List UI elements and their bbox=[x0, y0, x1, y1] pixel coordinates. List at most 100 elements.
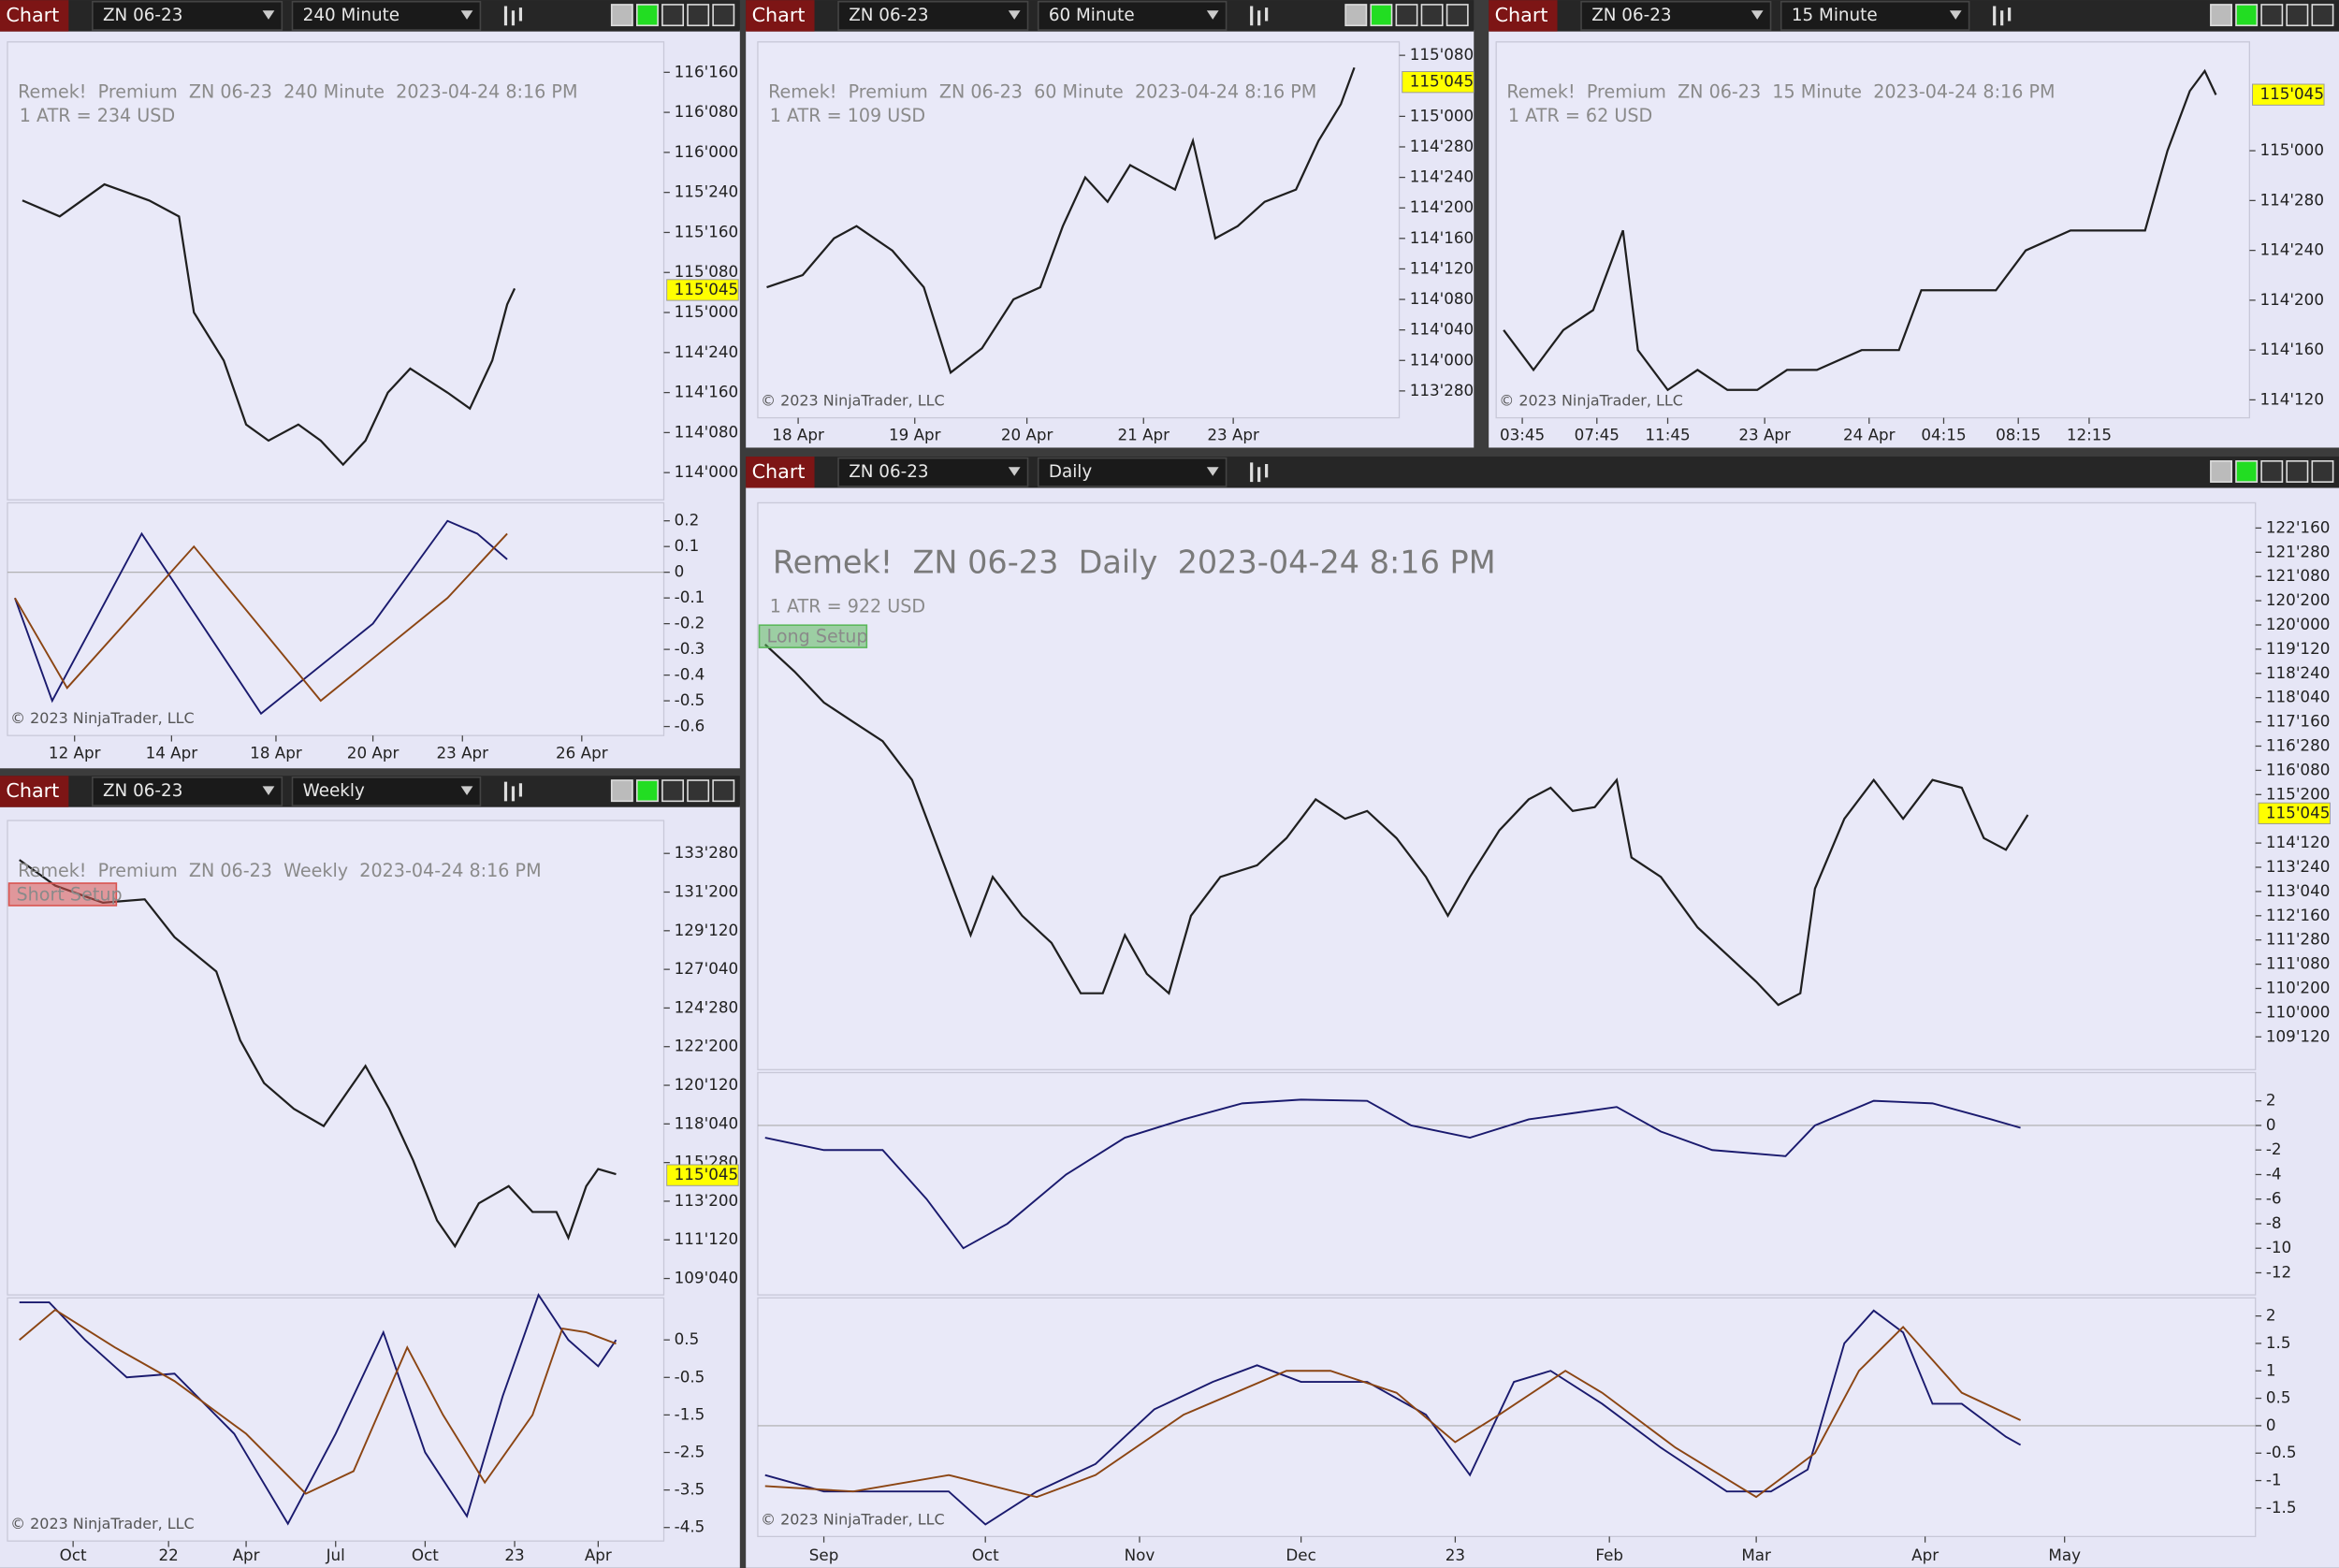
window-button[interactable] bbox=[610, 779, 633, 803]
y-tick-label: 122'200 bbox=[675, 1037, 738, 1055]
window-button[interactable] bbox=[2286, 460, 2309, 483]
window-button[interactable] bbox=[661, 4, 685, 27]
y-tick-label: 114'000 bbox=[675, 462, 738, 481]
window-button[interactable] bbox=[2286, 4, 2309, 27]
instrument-select[interactable] bbox=[92, 0, 283, 31]
interval-text[interactable]: 15 Minute bbox=[1792, 6, 1878, 25]
chart-tab[interactable] bbox=[746, 457, 815, 488]
instrument-select[interactable] bbox=[837, 0, 1029, 31]
x-tick-label: Oct bbox=[60, 1546, 87, 1564]
window-button[interactable] bbox=[687, 779, 710, 803]
atr-text: 1 ATR = 109 USD bbox=[770, 105, 925, 126]
chart-tab-label[interactable]: Chart bbox=[752, 4, 806, 26]
y-tick-label: -1.5 bbox=[675, 1404, 705, 1423]
window-button[interactable] bbox=[2210, 4, 2233, 27]
window-button[interactable] bbox=[2260, 4, 2284, 27]
window-button[interactable] bbox=[712, 779, 735, 803]
last-price-label: 115'045 bbox=[1410, 72, 1474, 91]
window-button[interactable] bbox=[636, 779, 659, 803]
interval-select[interactable] bbox=[1780, 0, 1970, 31]
setup-text: Long Setup bbox=[767, 625, 868, 646]
y-tick-label: 113'200 bbox=[675, 1191, 738, 1210]
window-button[interactable] bbox=[636, 4, 659, 27]
y-tick-label: 114'240 bbox=[2259, 240, 2323, 259]
y-tick-label: 118'240 bbox=[2266, 663, 2330, 682]
y-tick-label: 112'160 bbox=[2266, 906, 2330, 924]
instrument-text[interactable]: ZN 06-23 bbox=[103, 6, 182, 25]
instrument-text[interactable]: ZN 06-23 bbox=[1591, 6, 1671, 25]
indicator-line bbox=[764, 1098, 2021, 1250]
instrument-select[interactable] bbox=[1580, 0, 1772, 31]
chart-tab-label[interactable]: Chart bbox=[752, 460, 806, 483]
window-button[interactable] bbox=[2235, 460, 2259, 483]
window-button[interactable] bbox=[610, 4, 633, 27]
window-button[interactable] bbox=[2235, 4, 2259, 27]
instrument-select[interactable] bbox=[837, 457, 1029, 487]
indicator-line bbox=[19, 1292, 617, 1526]
price-line bbox=[766, 66, 1356, 375]
y-tick-label: 114'080 bbox=[675, 422, 738, 441]
chart-tab[interactable] bbox=[1489, 0, 1558, 32]
window-button[interactable] bbox=[712, 4, 735, 27]
bars-icon[interactable] bbox=[503, 781, 523, 802]
indicator-line bbox=[764, 1325, 2022, 1499]
interval-select[interactable] bbox=[1037, 457, 1228, 487]
window-button[interactable] bbox=[1446, 4, 1469, 27]
bars-icon[interactable] bbox=[1993, 6, 2012, 26]
instrument-select[interactable] bbox=[92, 777, 283, 806]
interval-select[interactable] bbox=[291, 0, 482, 31]
interval-select[interactable] bbox=[291, 777, 482, 806]
interval-text[interactable]: 60 Minute bbox=[1049, 6, 1135, 25]
price-line bbox=[1503, 68, 2217, 392]
y-tick-label: -1 bbox=[2266, 1471, 2282, 1489]
indicator-line bbox=[14, 519, 508, 716]
window-button[interactable] bbox=[2311, 4, 2334, 27]
y-tick-label: 114'160 bbox=[2259, 340, 2323, 358]
plot-area bbox=[7, 501, 665, 736]
chart-tab-label[interactable]: Chart bbox=[6, 779, 59, 802]
y-tick-label: -4.5 bbox=[675, 1517, 705, 1536]
x-tick-label: Oct bbox=[412, 1546, 439, 1564]
y-tick-label: -0.6 bbox=[675, 717, 705, 735]
window-button[interactable] bbox=[1420, 4, 1444, 27]
window-button[interactable] bbox=[2260, 460, 2284, 483]
y-tick-label: -0.5 bbox=[675, 1367, 705, 1386]
interval-text[interactable]: Weekly bbox=[303, 781, 365, 801]
window-button[interactable] bbox=[1370, 4, 1393, 27]
chart-tab[interactable] bbox=[0, 0, 69, 32]
chart-tab[interactable] bbox=[746, 0, 815, 32]
x-tick-label: Apr bbox=[585, 1546, 612, 1564]
y-tick-label: 115'000 bbox=[1410, 106, 1474, 124]
y-tick-label: 114'200 bbox=[2259, 290, 2323, 309]
bars-icon[interactable] bbox=[503, 6, 523, 26]
window-button[interactable] bbox=[687, 4, 710, 27]
y-tick-label: 115'160 bbox=[675, 222, 738, 240]
window-button[interactable] bbox=[1344, 4, 1368, 27]
window-button[interactable] bbox=[2311, 460, 2334, 483]
bars-icon[interactable] bbox=[1250, 462, 1269, 483]
chart-tab-label[interactable]: Chart bbox=[6, 4, 59, 26]
chart-tab[interactable] bbox=[0, 776, 69, 807]
dropdown-arrow bbox=[460, 10, 473, 20]
interval-select[interactable] bbox=[1037, 0, 1228, 31]
y-tick-label: 111'120 bbox=[675, 1229, 738, 1248]
interval-text[interactable]: Daily bbox=[1049, 462, 1093, 482]
y-tick-label: -0.3 bbox=[675, 639, 705, 658]
bars-icon[interactable] bbox=[1250, 6, 1269, 26]
y-tick-label: 0 bbox=[2266, 1416, 2276, 1434]
chart-header: Remek! Premium ZN 06-23 15 Minute 2023-0… bbox=[1506, 81, 2055, 103]
last-price-marker bbox=[666, 279, 739, 301]
interval-text[interactable]: 240 Minute bbox=[303, 6, 400, 25]
window-button[interactable] bbox=[1395, 4, 1418, 27]
x-tick-label: Oct bbox=[972, 1546, 999, 1564]
window-button[interactable] bbox=[2210, 460, 2233, 483]
window-button[interactable] bbox=[661, 779, 685, 803]
y-tick-label: -6 bbox=[2266, 1189, 2282, 1208]
x-tick-label: 12:15 bbox=[2067, 426, 2112, 444]
atr-text: 1 ATR = 62 USD bbox=[1508, 105, 1652, 126]
instrument-text[interactable]: ZN 06-23 bbox=[103, 781, 182, 801]
instrument-text[interactable]: ZN 06-23 bbox=[849, 462, 928, 482]
instrument-text[interactable]: ZN 06-23 bbox=[849, 6, 928, 25]
y-tick-label: 114'000 bbox=[1410, 350, 1474, 369]
chart-tab-label[interactable]: Chart bbox=[1495, 4, 1548, 26]
